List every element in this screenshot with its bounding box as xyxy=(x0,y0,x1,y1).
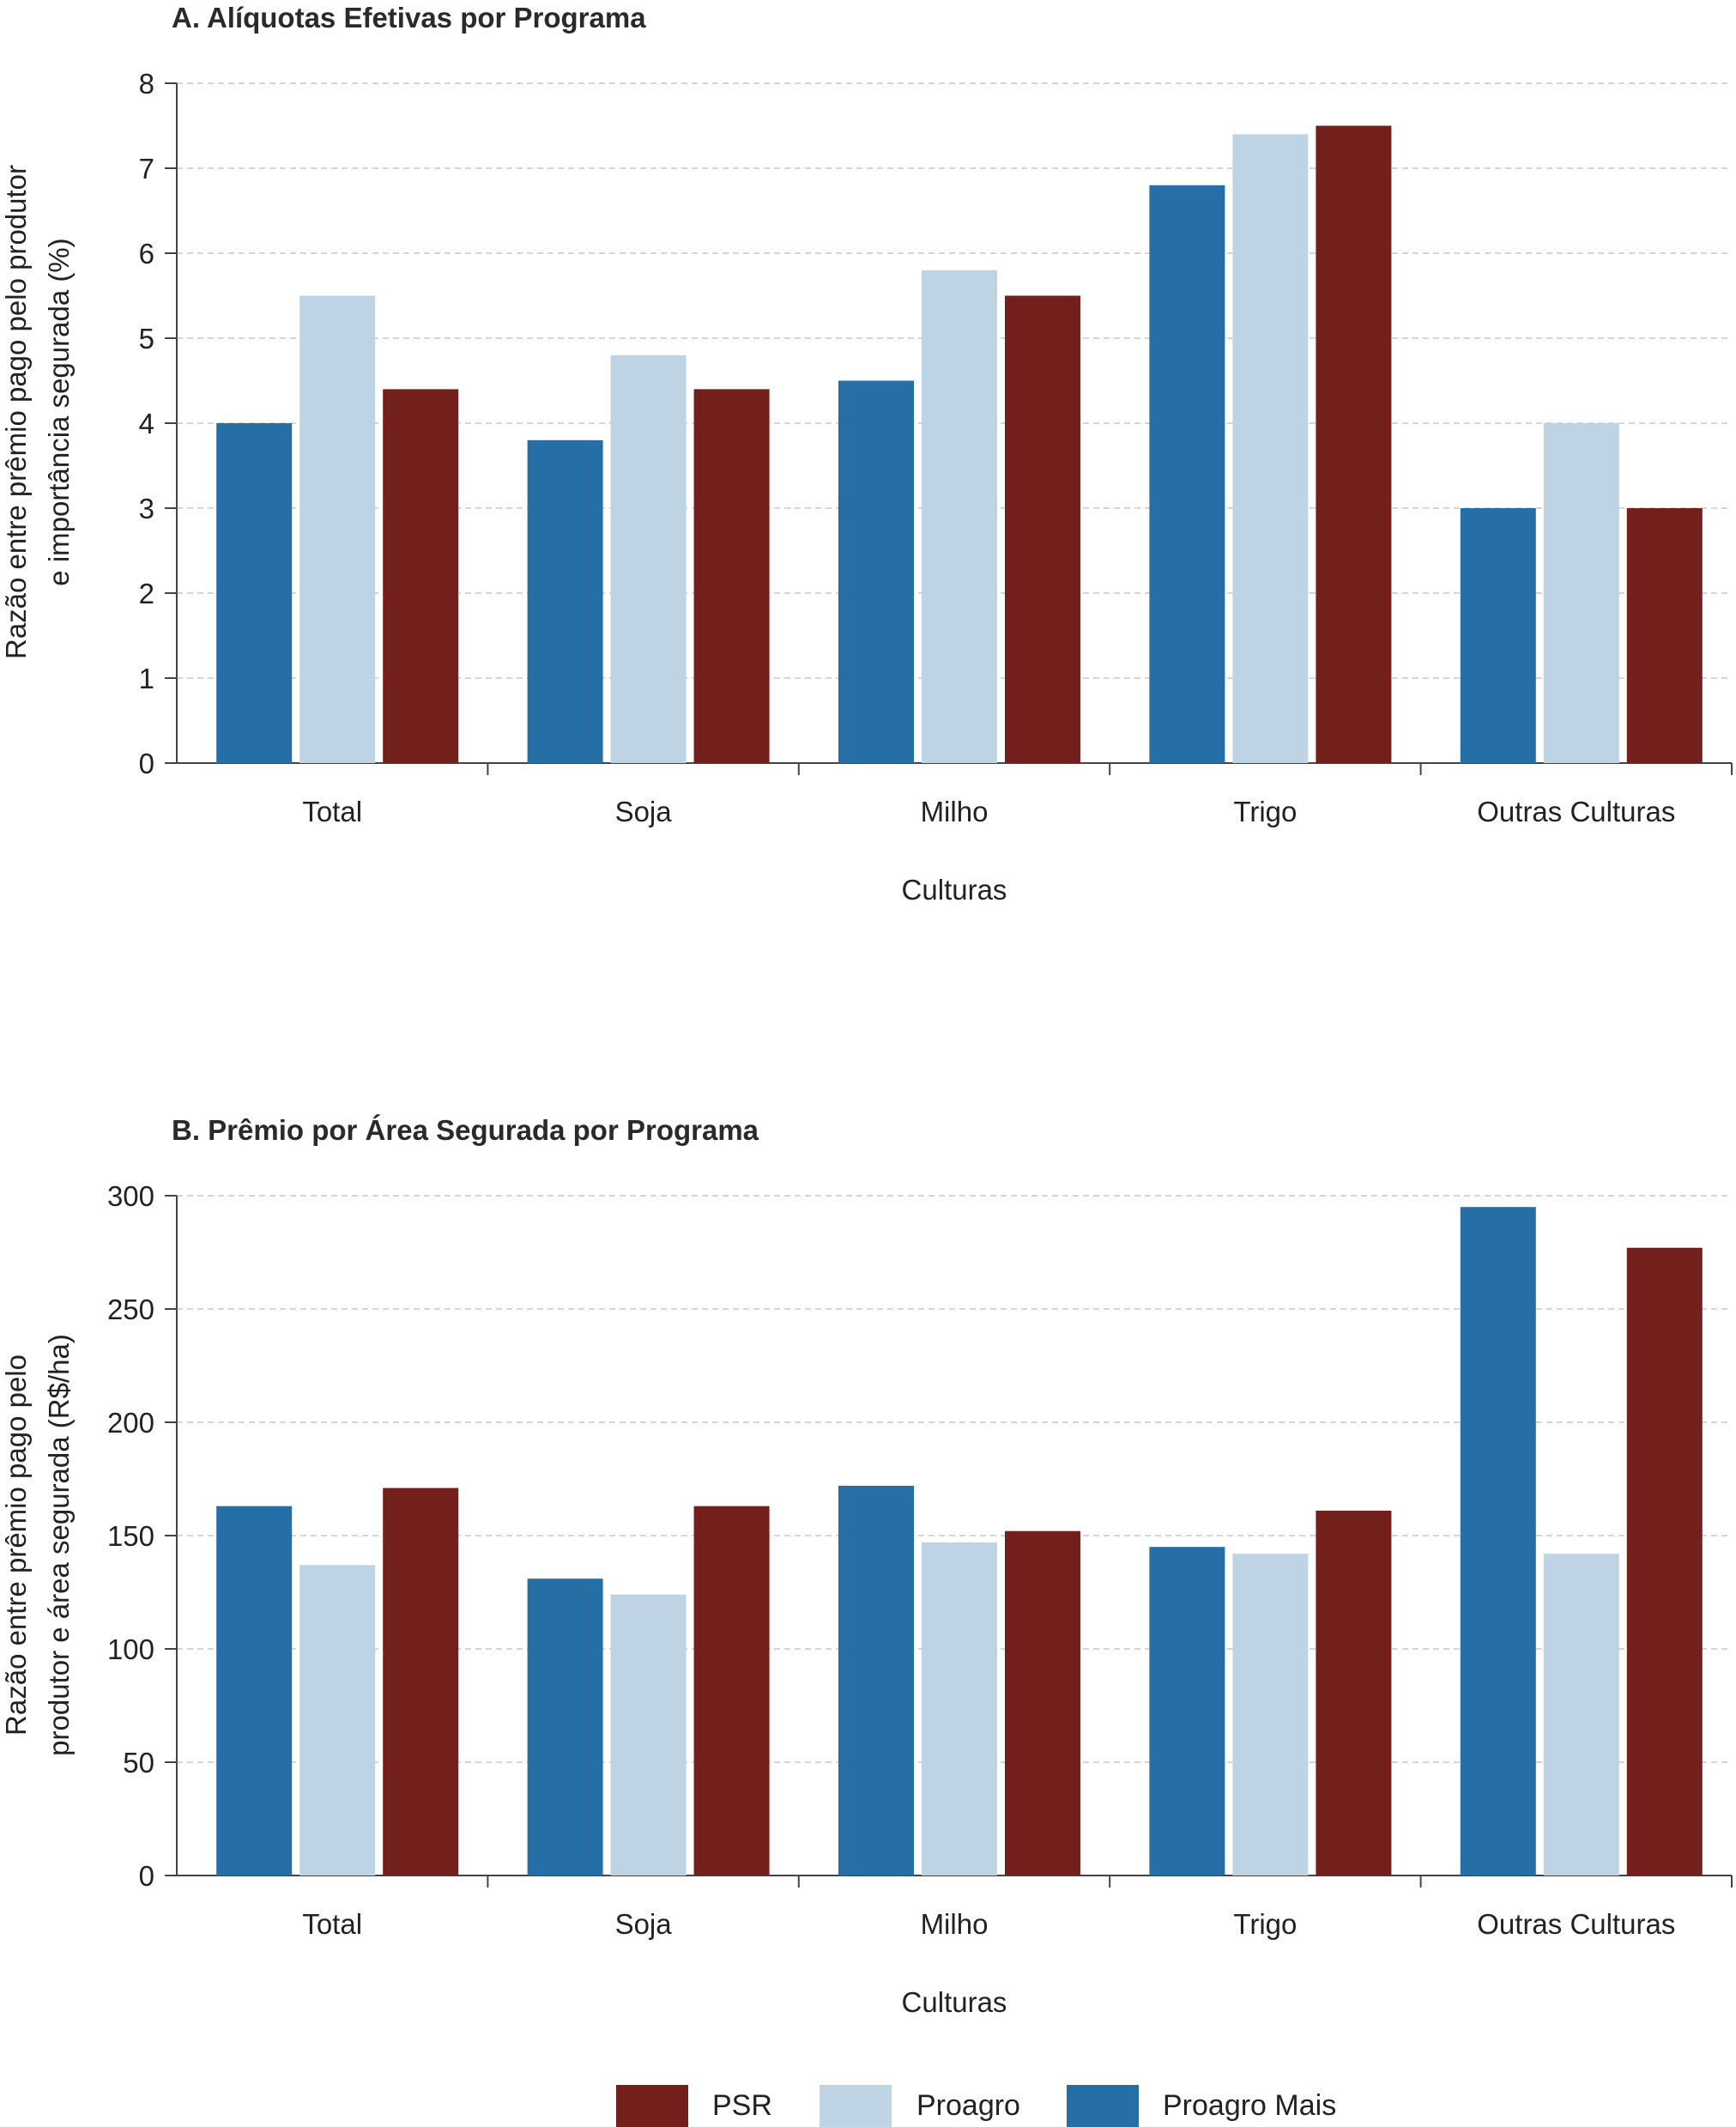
bar-proagro-milho xyxy=(922,270,997,763)
x-tick-label: Total xyxy=(302,1908,362,1940)
bar-psr-soja xyxy=(693,389,770,763)
y-tick-label: 4 xyxy=(139,408,154,439)
bar-proagro-mais-trigo xyxy=(1149,1547,1225,1876)
x-tick-label: Milho xyxy=(921,1908,989,1940)
y-tick-label: 300 xyxy=(107,1180,154,1212)
bar-psr-milho xyxy=(1005,295,1080,763)
bar-proagro-total xyxy=(299,1565,376,1876)
x-tick-label: Total xyxy=(302,796,362,827)
bar-psr-trigo xyxy=(1316,1510,1392,1876)
y-axis-title-line: Razão entre prêmio pago pelo xyxy=(0,1354,32,1736)
legend-swatch xyxy=(1067,2085,1139,2127)
y-tick-label: 50 xyxy=(123,1747,154,1779)
y-axis-title: Razão entre prêmio pago pelo produtor e á… xyxy=(0,1334,75,1756)
bar-psr-outras-culturas xyxy=(1626,508,1703,763)
y-tick-label: 6 xyxy=(139,238,154,270)
x-axis-title: Culturas xyxy=(902,874,1007,906)
bar-proagro-trigo xyxy=(1232,134,1309,763)
x-tick-label: Trigo xyxy=(1233,1908,1297,1940)
bar-psr-outras-culturas xyxy=(1626,1247,1703,1876)
x-tick-label: Outras Culturas xyxy=(1477,1908,1675,1940)
bar-proagro-outras-culturas xyxy=(1543,423,1619,763)
bar-psr-soja xyxy=(693,1506,770,1876)
y-axis-title-line: e importância segurada (%) xyxy=(43,238,75,585)
y-axis-title: Razão entre prêmio pago pelo produtor e i… xyxy=(0,165,75,659)
y-axis-title-line: produtor e área segurada (R$/ha) xyxy=(43,1334,75,1756)
bar-proagro-mais-milho xyxy=(838,380,914,763)
bar-proagro-mais-outras-culturas xyxy=(1460,1207,1536,1876)
legend-swatch xyxy=(820,2085,892,2127)
bar-proagro-soja xyxy=(610,354,687,763)
bar-proagro-mais-soja xyxy=(527,439,603,763)
y-tick-label: 150 xyxy=(107,1520,154,1552)
chart-panel-a: A. Alíquotas Efetivas por Programa 0 1 2 3 4 5… xyxy=(0,2,1733,906)
chart-title: B. Prêmio por Área Segurada por Programa xyxy=(172,1114,759,1146)
bar-proagro-mais-outras-culturas xyxy=(1460,508,1536,763)
y-tick-label: 0 xyxy=(139,1860,154,1892)
bar-proagro-soja xyxy=(610,1594,687,1876)
y-tick-label: 1 xyxy=(139,663,154,694)
bar-psr-total xyxy=(383,1488,459,1876)
y-tick-label: 100 xyxy=(107,1633,154,1665)
y-tick-label: 8 xyxy=(139,68,154,100)
y-tick-label: 2 xyxy=(139,578,154,609)
y-axis-title-line: Razão entre prêmio pago pelo produtor xyxy=(0,165,32,659)
y-tick-label: 0 xyxy=(139,748,154,779)
legend-swatch xyxy=(616,2085,688,2127)
bar-proagro-outras-culturas xyxy=(1543,1554,1619,1876)
y-tick-label: 200 xyxy=(107,1407,154,1439)
legend-label: Proagro Mais xyxy=(1163,2089,1336,2122)
y-tick-label: 3 xyxy=(139,493,154,524)
x-tick-label: Outras Culturas xyxy=(1477,796,1675,827)
bar-proagro-trigo xyxy=(1232,1554,1309,1876)
bar-proagro-milho xyxy=(922,1542,997,1876)
x-tick-label: Soja xyxy=(615,1908,673,1940)
x-axis-title: Culturas xyxy=(902,1986,1007,2018)
bar-proagro-total xyxy=(299,295,376,763)
bar-proagro-mais-trigo xyxy=(1149,185,1225,764)
bar-psr-trigo xyxy=(1316,125,1392,763)
legend-label: Proagro xyxy=(916,2089,1020,2122)
bar-proagro-mais-soja xyxy=(527,1579,603,1876)
x-tick-label: Milho xyxy=(921,796,989,827)
y-tick-label: 5 xyxy=(139,323,154,354)
bar-proagro-mais-total xyxy=(216,423,293,763)
x-tick-label: Trigo xyxy=(1233,796,1297,827)
legend-label: PSR xyxy=(712,2089,772,2122)
x-tick-label: Soja xyxy=(615,796,673,827)
bar-proagro-mais-total xyxy=(216,1506,293,1876)
chart-panel-b: B. Prêmio por Área Segurada por Programa… xyxy=(0,1114,1733,2018)
bar-psr-total xyxy=(383,389,459,763)
bar-proagro-mais-milho xyxy=(838,1485,914,1876)
legend: PSR Proagro Proagro Mais xyxy=(616,2085,1336,2127)
y-tick-label: 250 xyxy=(107,1294,154,1325)
chart-title: A. Alíquotas Efetivas por Programa xyxy=(172,2,646,33)
bar-psr-milho xyxy=(1005,1530,1080,1876)
y-tick-label: 7 xyxy=(139,153,154,185)
